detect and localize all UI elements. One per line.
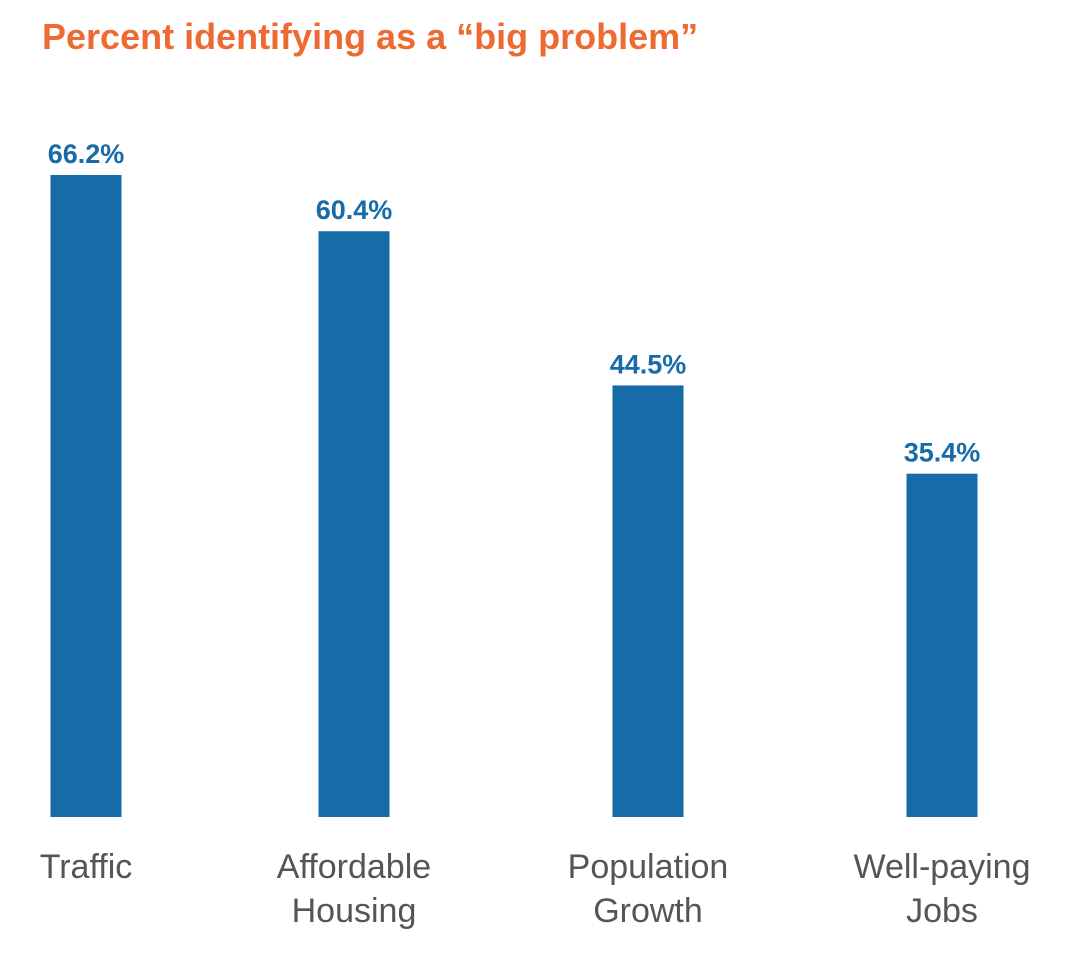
value-label-0: 66.2% — [48, 139, 125, 169]
category-label-2-line-1: Growth — [593, 892, 703, 930]
category-label-0: Traffic — [40, 848, 133, 886]
category-label-2-line-0: Population — [568, 848, 729, 886]
chart-title: Percent identifying as a “big problem” — [42, 16, 698, 57]
value-label-1: 60.4% — [316, 195, 393, 225]
category-label-1-line-0: Affordable — [277, 848, 431, 886]
bar-3 — [906, 473, 978, 817]
value-label-2: 44.5% — [610, 349, 687, 379]
value-label-3: 35.4% — [904, 438, 981, 468]
category-labels-layer: Traffic Affordable Housing Population Growth… — [40, 848, 1031, 930]
category-label-1-line-1: Housing — [292, 892, 417, 930]
value-labels-layer: 66.2% 60.4% 44.5% 35.4% — [48, 139, 981, 468]
category-label-3-line-0: Well-paying — [853, 848, 1030, 886]
category-label-3-line-1: Jobs — [906, 892, 978, 930]
bars-layer — [50, 175, 978, 817]
bar-2 — [612, 385, 684, 817]
bar-1 — [318, 231, 390, 817]
bar-0 — [50, 175, 122, 817]
